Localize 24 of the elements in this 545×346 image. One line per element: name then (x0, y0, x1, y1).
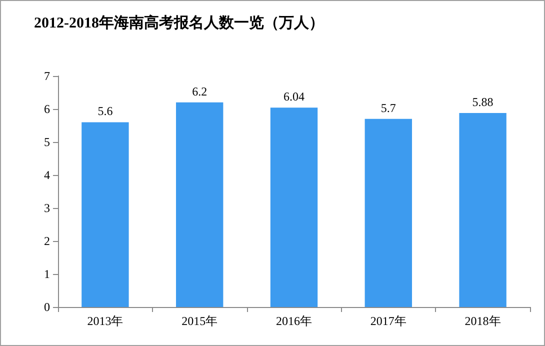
y-tick-label: 2 (44, 234, 50, 248)
x-tick-label: 2018年 (464, 314, 501, 328)
y-tick-label: 0 (44, 300, 50, 314)
bar (82, 122, 129, 307)
y-tick-label: 1 (44, 267, 50, 281)
x-tick-label: 2017年 (370, 314, 406, 328)
data-label: 6.04 (284, 90, 304, 104)
chart-title: 2012-2018年海南高考报名人数一览（万人） (34, 14, 324, 32)
data-label: 5.7 (380, 100, 396, 115)
bar (459, 112, 506, 307)
x-tick-label: 2013年 (87, 314, 124, 328)
bar (364, 118, 412, 307)
data-label: 5.6 (98, 104, 113, 118)
data-label: 5.88 (472, 94, 494, 109)
x-tick-label: 2015年 (182, 314, 218, 328)
y-tick-label: 4 (44, 168, 50, 182)
y-tick-label: 3 (44, 201, 50, 215)
x-tick-label: 2016年 (276, 314, 312, 328)
y-tick-label: 7 (44, 69, 50, 83)
data-label: 6.2 (192, 84, 208, 98)
y-tick-label: 5 (44, 135, 50, 149)
bar (270, 108, 318, 307)
bar (176, 102, 224, 307)
y-tick-label: 6 (44, 102, 50, 116)
